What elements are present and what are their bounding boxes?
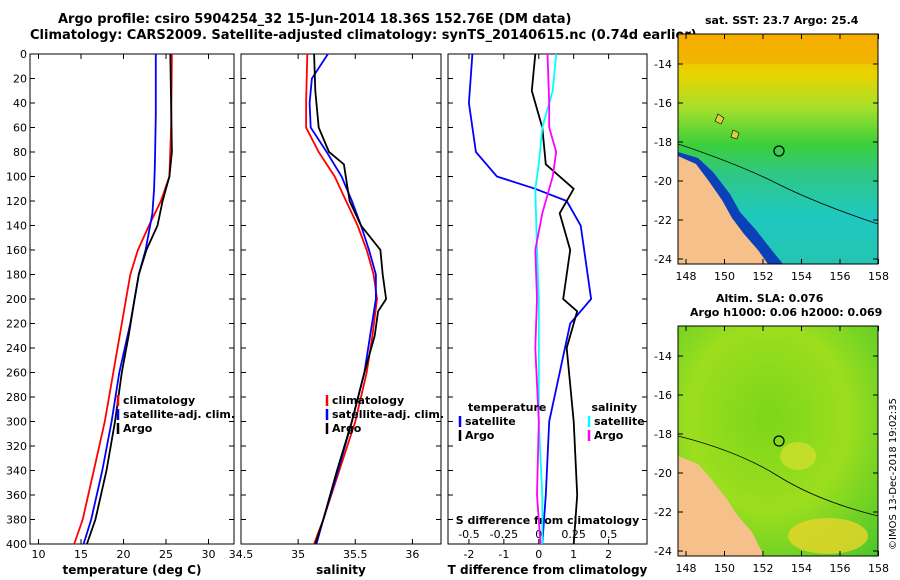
depth-tick-label: 100 [6,171,27,184]
depth-tick-label: 20 [13,73,27,86]
series-line-temperature-satellite [467,53,593,545]
depth-tick-label: 60 [13,122,27,135]
x-tick-label: -1 [498,548,509,561]
x-axis-label: salinity [316,563,366,577]
sla-map-image [677,326,879,556]
depth-tick-label: 200 [6,293,27,306]
depth-tick-label: 280 [6,391,27,404]
depth-tick-label: 360 [6,489,27,502]
depth-tick-label: 260 [6,367,27,380]
plot-frame [240,53,442,545]
x-tick-label: 25 [159,548,173,561]
s-axis-label: S difference from climatology [456,514,640,527]
depth-tick-label: 300 [6,416,27,429]
x-tick-label: 35.5 [343,548,368,561]
credit-stamp: ©IMOS 13-Dec-2018 19:02:35 [888,398,899,550]
sst-map-title: sat. SST: 23.7 Argo: 25.4 [705,14,859,27]
legend-label: satellite [594,415,645,428]
salinity-panel: 34.5 35 35.5 36 salinity climatologysatellite… [229,53,444,577]
x-axis-label: T difference from climatology [448,563,648,577]
x-tick-label: 35 [291,548,305,561]
sst-map-image [677,34,879,264]
x-tick-label: 10 [32,548,46,561]
series-line-salinity-argo [534,53,558,545]
legend-title-temperature: temperature [468,401,546,414]
s-tick-label: 0 [535,528,542,541]
legend-label: Argo [465,429,495,442]
legend-label: satellite [465,415,516,428]
temperature-panel: 0 20 40 60 80 100 120 140 160 180 200 220 240 260 280 3… [6,48,235,577]
depth-tick-label: 400 [6,538,27,551]
series-line-argo [86,53,173,545]
depth-tick-label: 120 [6,195,27,208]
legend-title-salinity: salinity [591,401,637,414]
sla-map[interactable] [677,326,879,556]
x-tick-label: -2 [463,548,474,561]
series-line-climatology [305,53,378,545]
depth-tick-label: 320 [6,440,27,453]
series-line-salinity-satellite [534,53,558,544]
legend-label: satellite-adj. clim. [332,408,444,421]
legend-label: satellite-adj. clim. [123,408,235,421]
series-line-argo [313,53,388,545]
legend-label: Argo [594,429,624,442]
depth-tick-label: 340 [6,465,27,478]
sla-map-title-1: Altim. SLA: 0.076 [716,292,824,305]
sla-map-title-2: Argo h1000: 0.06 h2000: 0.069 [690,306,883,319]
depth-tick-label: 0 [20,48,27,61]
s-tick-label: 0.5 [600,528,618,541]
x-tick-label: 36 [405,548,419,561]
legend-label: Argo [123,422,153,435]
sst-map[interactable] [677,34,879,264]
legend-label: climatology [123,394,195,407]
difference-panel: -2 -1 0 1 2 T difference from climatology -0.5… [447,53,648,577]
x-tick-label: 2 [605,548,612,561]
s-tick-label: -0.5 [458,528,479,541]
legend-label: climatology [332,394,404,407]
x-axis-label: temperature (deg C) [63,563,202,577]
x-tick-label: 34.5 [229,548,254,561]
x-tick-label: 20 [117,548,131,561]
x-tick-label: 30 [202,548,216,561]
depth-tick-label: 80 [13,146,27,159]
title-line-1: Argo profile: csiro 5904254_32 15-Jun-20… [58,12,572,27]
depth-tick-label: 220 [6,318,27,331]
depth-tick-label: 240 [6,342,27,355]
depth-tick-label: 160 [6,244,27,257]
x-tick-label: 0 [535,548,542,561]
x-tick-label: 15 [74,548,88,561]
s-tick-label: -0.25 [490,528,518,541]
x-tick-label: 1 [570,548,577,561]
plot-frame [29,53,235,545]
depth-tick-label: 40 [13,97,27,110]
depth-tick-label: 180 [6,269,27,282]
legend-label: Argo [332,422,362,435]
depth-tick-label: 140 [6,220,27,233]
depth-tick-label: 380 [6,514,27,527]
title-line-2: Climatology: CARS2009. Satellite-adjuste… [30,28,697,43]
